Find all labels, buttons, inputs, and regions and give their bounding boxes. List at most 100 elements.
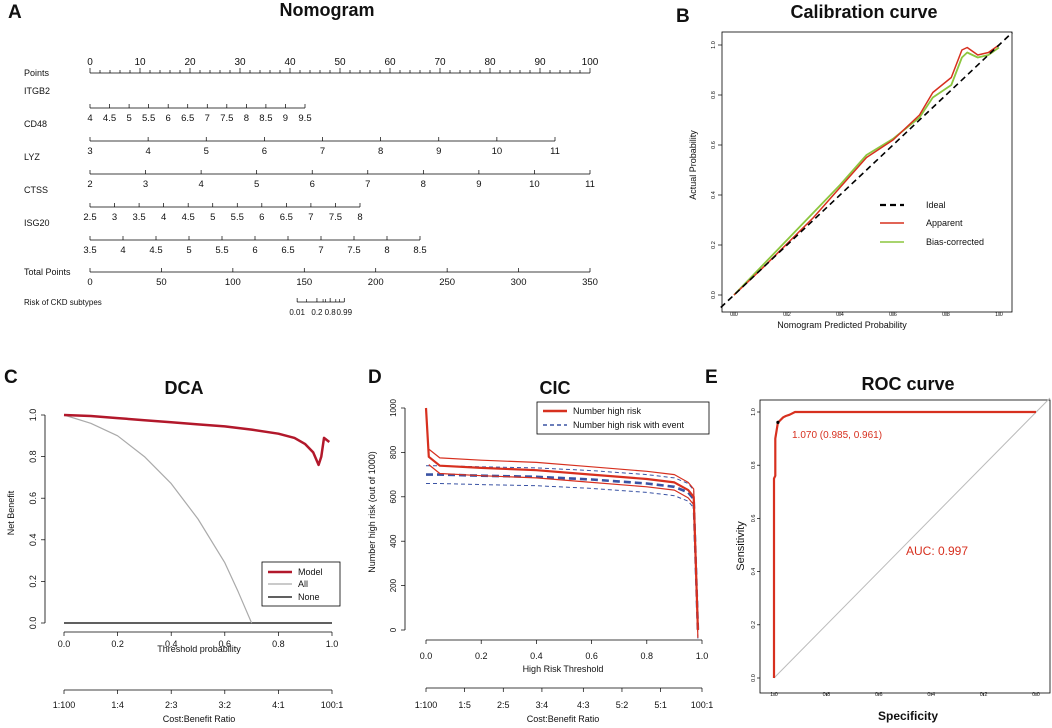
cic-cb-label: Cost:Benefit Ratio: [527, 714, 600, 724]
calibration-xtick-label: 0.4: [836, 312, 844, 318]
cic-ytick-label: 600: [389, 490, 398, 504]
cic-xtick-label: 1.0: [696, 651, 709, 661]
calibration-ylabel: Actual Probability: [688, 130, 698, 200]
roc-xtick-label: 0.2: [980, 692, 988, 698]
series-high-risk-upper: [428, 448, 699, 623]
nomogram-tick-label: 7: [308, 212, 313, 223]
series-high-risk-event-upper: [426, 465, 699, 622]
nomogram-tick-label: 8.5: [259, 113, 272, 124]
dca-cb-tick-label: 1:100: [53, 700, 76, 710]
dca-cb-tick-label: 1:4: [111, 700, 124, 710]
roc-ytick-label: 0.6: [751, 515, 757, 523]
nomogram-tick-label: 100: [582, 57, 599, 68]
calibration-plot: 0.0 0.0 0.2 0.2 0.4 0.4 0.6 0.6 0.8 0.8 1.0 1.0: [711, 31, 1013, 318]
calibration-ytick-label: 0.0: [711, 291, 717, 299]
legend-bias-corrected: Bias-corrected: [926, 237, 984, 247]
dca-ytick-label: 0.2: [28, 575, 38, 588]
nomogram-tick-label: 5: [126, 113, 131, 124]
nomogram-tick-label: 8.5: [413, 245, 426, 256]
nomogram-tick-label: 4: [198, 179, 203, 190]
nomogram-tick-label: 8: [244, 113, 249, 124]
dca-xlabel: Threshold probability: [157, 644, 241, 654]
roc-auc-label: AUC: 0.997: [906, 544, 968, 558]
dca-xtick-label: 1.0: [326, 639, 339, 649]
cic-xtick-label: 0.8: [641, 651, 654, 661]
nomogram-tick-label: 6: [310, 179, 315, 190]
roc-xtick-label: 1.0: [770, 692, 778, 698]
nomogram-row-label: Total Points: [24, 267, 71, 277]
dca-cb-tick-label: 100:1: [321, 700, 344, 710]
cic-legend-box: [536, 401, 710, 435]
calibration-xtick-label: 0.8: [942, 312, 950, 318]
cic-cb-tick-label: 1:100: [415, 700, 438, 710]
nomogram-tick-label: 90: [534, 57, 546, 68]
nomogram-tick-label: 9.5: [298, 113, 311, 124]
dca-cb-tick-label: 3:2: [219, 700, 232, 710]
nomogram-tick-label: 0.2: [311, 308, 323, 317]
dca-xtick-label: 0.2: [111, 639, 124, 649]
cic-ytick-label: 400: [389, 534, 398, 548]
cic-xlabel: High Risk Threshold: [523, 664, 604, 674]
nomogram-tick-label: 4.5: [149, 245, 162, 256]
legend-high-risk-event: Number high risk with event: [573, 420, 685, 430]
dca-ytick-label: 0.6: [28, 492, 38, 505]
cic-ylabel: Number high risk (out of 1000): [367, 451, 377, 573]
nomogram-tick-label: 7.5: [347, 245, 360, 256]
nomogram-row-label: CD48: [24, 119, 47, 129]
nomogram-tick-label: 8: [357, 212, 362, 223]
nomogram-tick-label: 5.5: [142, 113, 155, 124]
series-high-risk-event-lower: [426, 483, 699, 639]
nomogram-tick-label: 200: [368, 277, 384, 288]
cic-cb-tick-label: 1:5: [458, 700, 471, 710]
roc-ytick-label: 1.0: [751, 408, 757, 416]
panel-label-e: E: [705, 367, 718, 388]
roc-xtick-label: 0.4: [927, 692, 935, 698]
nomogram-tick-label: 3.5: [83, 245, 96, 256]
dca-cb-label: Cost:Benefit Ratio: [163, 714, 236, 724]
roc-xlabel: Specificity: [878, 709, 938, 723]
panel-label-c: C: [4, 367, 18, 388]
nomogram-row-label: ISG20: [24, 218, 50, 228]
nomogram-tick-label: 70: [434, 57, 446, 68]
calibration-xtick-label: 0.2: [783, 312, 791, 318]
cic-xtick-label: 0.4: [530, 651, 543, 661]
nomogram-row-label: Risk of CKD subtypes: [24, 298, 102, 307]
series-apparent: [733, 44, 1000, 296]
cic-cb-tick-label: 3:4: [536, 700, 549, 710]
nomogram-row-label: CTSS: [24, 185, 48, 195]
nomogram-tick-label: 3: [143, 179, 148, 190]
calibration-xtick-label: 0.0: [730, 312, 738, 318]
dca-legend: Model All None: [261, 561, 341, 607]
panel-label-b: B: [676, 6, 690, 27]
roc-threshold-annotation: 1.070 (0.985, 0.961): [792, 430, 882, 441]
roc-ytick-label: 0.2: [751, 621, 757, 629]
nomogram-tick-label: 6: [259, 212, 264, 223]
dca-xtick-label: 0.0: [58, 639, 71, 649]
dca-xtick-label: 0.6: [219, 639, 232, 649]
series-roc: [772, 410, 1036, 678]
dca-xtick-label: 0.4: [165, 639, 178, 649]
nomogram-tick-label: 0.99: [336, 308, 352, 317]
cic-xtick-label: 0.2: [475, 651, 488, 661]
nomogram-tick-label: 50: [156, 277, 167, 288]
series-ideal: [720, 31, 1013, 309]
nomogram-tick-label: 0.01: [289, 308, 305, 317]
cic-ytick-label: 1000: [389, 399, 398, 417]
dca-ylabel: Net Benefit: [6, 490, 16, 535]
cic-ytick-label: 200: [389, 578, 398, 592]
roc-ytick-label: 0.0: [751, 674, 757, 682]
legend-apparent: Apparent: [926, 218, 963, 228]
nomogram-tick-label: 100: [225, 277, 241, 288]
nomogram-tick-label: 8: [384, 245, 389, 256]
nomogram-row-label: ITGB2: [24, 86, 50, 96]
nomogram-tick-label: 60: [384, 57, 396, 68]
calibration-ytick-label: 0.2: [711, 241, 717, 249]
nomogram-tick-label: 30: [234, 57, 246, 68]
nomogram-tick-label: 0.8: [325, 308, 337, 317]
series-high-risk-event: [426, 473, 700, 631]
nomogram-tick-label: 0: [87, 277, 92, 288]
roc-ytick-label: 0.8: [751, 461, 757, 469]
nomogram-tick-label: 3: [87, 146, 92, 157]
nomogram-tick-label: 7: [320, 146, 325, 157]
cic-cb-tick-label: 100:1: [691, 700, 714, 710]
